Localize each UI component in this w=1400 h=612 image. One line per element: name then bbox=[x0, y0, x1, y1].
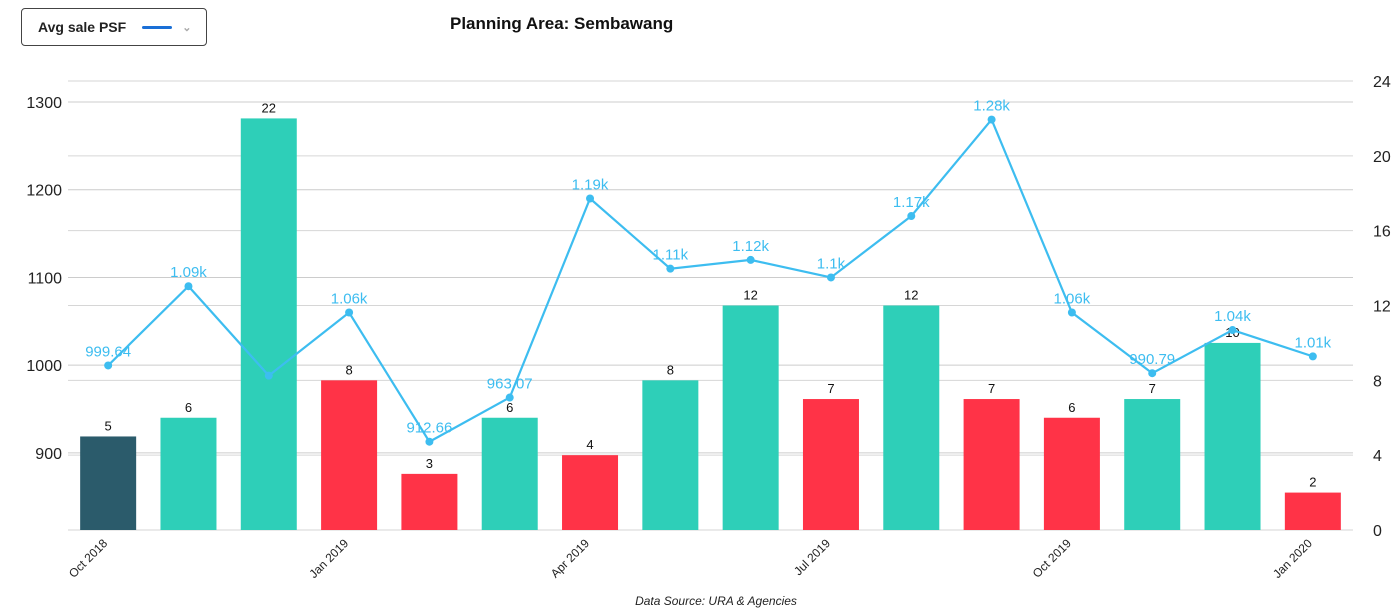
x-tick-label: Jan 2020 bbox=[1270, 536, 1315, 581]
line-point bbox=[746, 255, 755, 264]
metric-selector-label: Avg sale PSF bbox=[38, 19, 127, 35]
right-tick-label: 16 bbox=[1373, 224, 1391, 241]
line-label: 1.01k bbox=[1294, 334, 1331, 351]
line-label: 1.09k bbox=[170, 264, 207, 281]
x-tick-label: Apr 2019 bbox=[548, 536, 593, 581]
line-series bbox=[107, 117, 1314, 444]
line-point bbox=[345, 308, 354, 317]
line-point bbox=[586, 194, 595, 203]
chart-title: Planning Area: Sembawang bbox=[450, 14, 674, 33]
bar-label: 4 bbox=[586, 437, 593, 452]
bar-label: 6 bbox=[1068, 400, 1075, 415]
line-point bbox=[826, 273, 835, 282]
line-point bbox=[1067, 308, 1076, 317]
bar-label: 8 bbox=[667, 362, 674, 377]
line-point bbox=[987, 115, 996, 124]
line-point bbox=[425, 437, 434, 446]
left-tick-label: 1300 bbox=[26, 95, 62, 112]
bar-label: 7 bbox=[1149, 381, 1156, 396]
line-point bbox=[264, 371, 273, 380]
bar-label: 6 bbox=[506, 400, 513, 415]
line-label: 990.79 bbox=[1129, 351, 1175, 368]
right-tick-label: 0 bbox=[1373, 523, 1382, 540]
line-label: 1.06k bbox=[1054, 291, 1091, 308]
line-label: 1.04k bbox=[1214, 308, 1251, 325]
right-tick-label: 12 bbox=[1373, 299, 1391, 316]
bar-label: 2 bbox=[1309, 475, 1316, 490]
left-tick-label: 1100 bbox=[28, 270, 63, 287]
right-tick-label: 24 bbox=[1373, 74, 1391, 91]
metric-selector[interactable]: Avg sale PSF ⌄ bbox=[21, 8, 207, 46]
left-tick-label: 1200 bbox=[26, 183, 62, 200]
bar-label: 7 bbox=[827, 381, 834, 396]
bar-label: 12 bbox=[743, 288, 757, 303]
line-point bbox=[1308, 352, 1317, 361]
bar bbox=[1284, 492, 1341, 530]
right-tick-label: 20 bbox=[1373, 149, 1391, 166]
line-label: 963.07 bbox=[487, 376, 533, 393]
line-label: 1.12k bbox=[732, 238, 769, 255]
bar bbox=[240, 118, 297, 531]
bar-label: 3 bbox=[426, 456, 433, 471]
bar bbox=[722, 305, 779, 530]
line-label: 1.19k bbox=[572, 177, 609, 194]
bar-label: 8 bbox=[345, 362, 352, 377]
bar bbox=[802, 399, 859, 530]
line-point bbox=[1148, 369, 1157, 378]
line-label: 1.1k bbox=[817, 255, 846, 272]
bar bbox=[401, 473, 458, 530]
line-point bbox=[505, 393, 514, 402]
bar bbox=[481, 417, 538, 530]
bar bbox=[883, 305, 940, 530]
right-tick-label: 4 bbox=[1373, 448, 1382, 465]
line-point bbox=[1228, 326, 1237, 335]
bar bbox=[1043, 417, 1100, 530]
bar-label: 5 bbox=[105, 418, 112, 433]
x-tick-label: Jan 2019 bbox=[306, 536, 351, 581]
line-label: 1.06k bbox=[331, 291, 368, 308]
bar bbox=[321, 380, 378, 530]
x-tick-label: Jul 2019 bbox=[791, 536, 833, 578]
bar bbox=[160, 417, 217, 530]
line-point bbox=[184, 282, 193, 291]
line-label: 1.11k bbox=[653, 247, 689, 264]
bar-label: 22 bbox=[262, 100, 276, 115]
line-point bbox=[907, 212, 916, 221]
line-label: 1.28k bbox=[973, 98, 1010, 115]
line-swatch bbox=[142, 25, 173, 29]
x-tick-label: Oct 2018 bbox=[66, 536, 111, 581]
line-label: 1.17k bbox=[893, 194, 930, 211]
left-tick-label: 1000 bbox=[26, 358, 62, 375]
x-tick-label: Oct 2019 bbox=[1030, 536, 1075, 581]
line-point bbox=[666, 264, 675, 273]
left-tick-label: 900 bbox=[35, 446, 62, 463]
bar bbox=[80, 436, 137, 530]
data-source: Data Source: URA & Agencies bbox=[635, 594, 797, 608]
line-point bbox=[104, 361, 113, 370]
right-tick-label: 8 bbox=[1373, 373, 1382, 390]
bar bbox=[1204, 342, 1261, 530]
bar bbox=[562, 455, 619, 530]
bar-label: 7 bbox=[988, 381, 995, 396]
line-label: 912.66 bbox=[406, 420, 452, 437]
line-label: 999.64 bbox=[85, 343, 131, 360]
bar bbox=[963, 399, 1020, 530]
chevron-down-icon: ⌄ bbox=[182, 21, 192, 34]
bar-label: 6 bbox=[185, 400, 192, 415]
bar bbox=[1124, 399, 1181, 530]
bar bbox=[642, 380, 699, 530]
bar-label: 12 bbox=[904, 288, 918, 303]
